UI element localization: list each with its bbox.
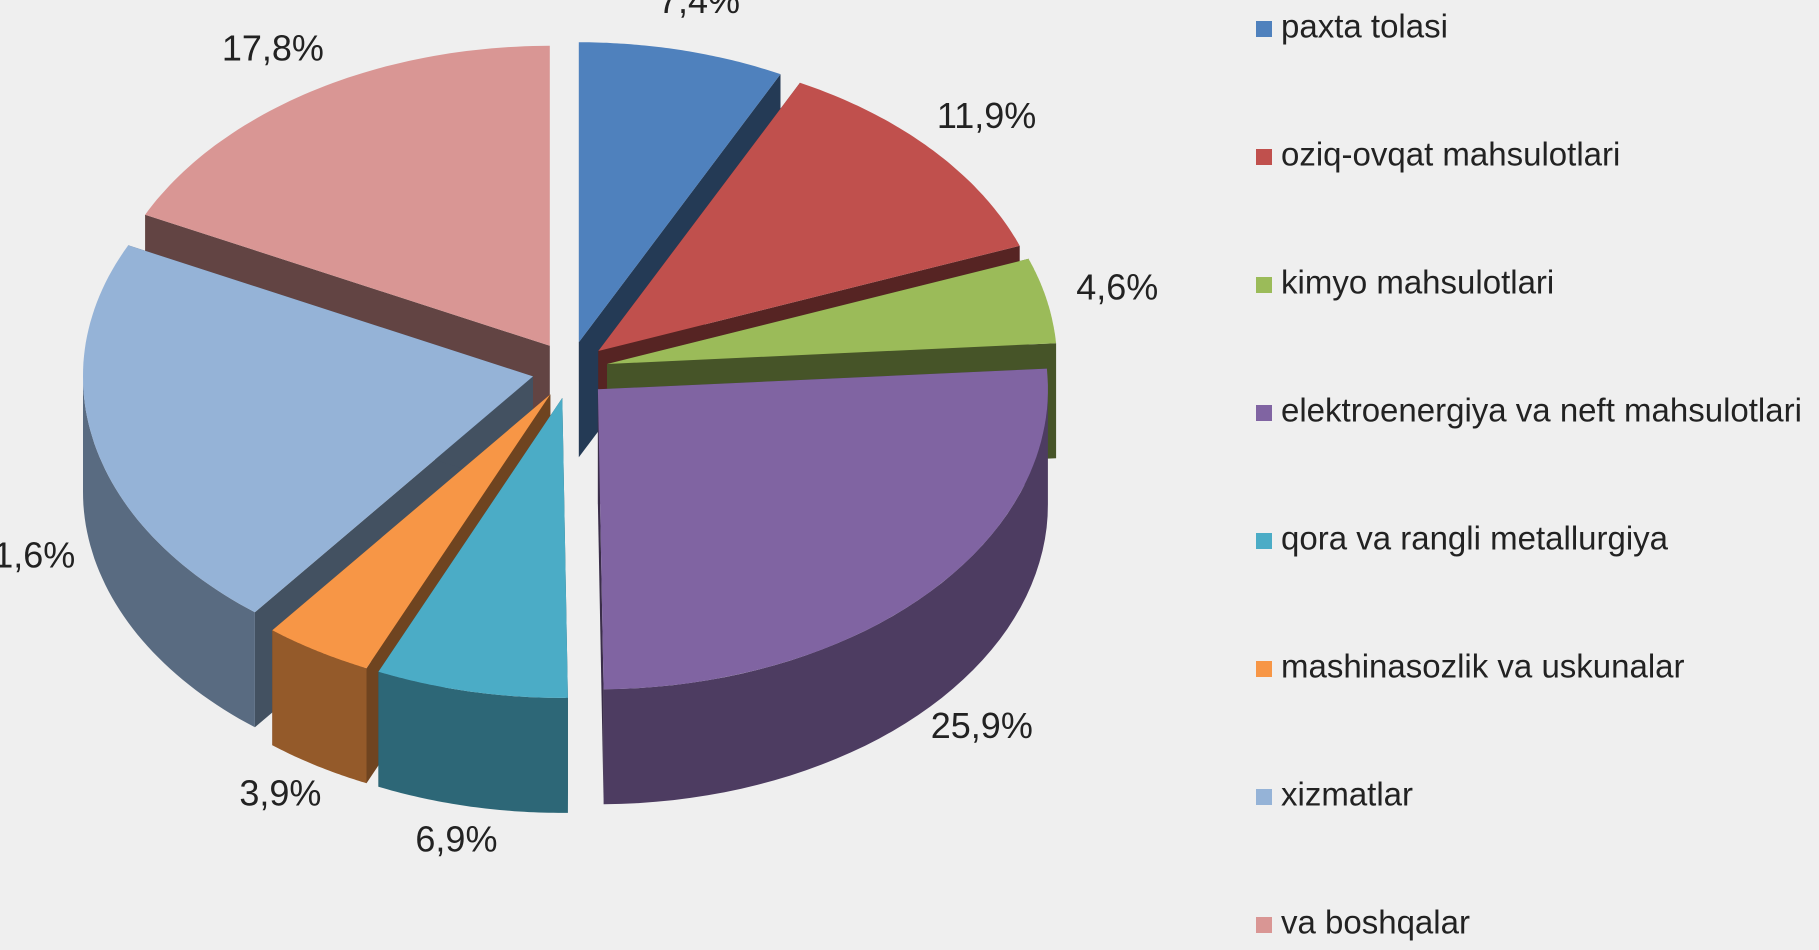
legend-label: xizmatlar <box>1281 776 1413 813</box>
data-label: 21,6% <box>0 534 75 575</box>
slice-top <box>145 45 550 346</box>
slice-wall <box>597 389 604 805</box>
slice-top <box>597 368 1048 690</box>
legend-swatch <box>1256 917 1272 933</box>
slice-top <box>378 397 568 698</box>
legend-label: va boshqalar <box>1281 904 1470 941</box>
legend-swatch <box>1256 661 1272 677</box>
slice-top <box>607 258 1057 364</box>
slice-top <box>272 394 551 669</box>
legend-label: kimyo mahsulotlari <box>1281 264 1554 301</box>
slice-side <box>378 671 568 813</box>
slice-top <box>83 245 533 613</box>
data-label: 17,8% <box>222 27 324 68</box>
pie <box>83 42 1057 813</box>
legend-swatch <box>1256 149 1272 165</box>
legend-swatch <box>1256 533 1272 549</box>
slice-top <box>598 82 1020 352</box>
legend-label: qora va rangli metallurgiya <box>1281 520 1669 557</box>
slice-side <box>272 630 367 784</box>
legend-swatch <box>1256 405 1272 421</box>
legend-swatch <box>1256 277 1272 293</box>
legend-label: oziq-ovqat mahsulotlari <box>1281 136 1620 173</box>
slice-top <box>578 42 781 343</box>
data-label: 25,9% <box>931 705 1033 746</box>
legend-label: mashinasozlik va uskunalar <box>1281 648 1685 685</box>
data-label: 4,6% <box>1076 267 1158 308</box>
legend-label: elektroenergiya va neft mahsulotlari <box>1281 392 1802 429</box>
data-label: 3,9% <box>239 772 321 813</box>
slice-side <box>83 376 255 728</box>
legend-swatch <box>1256 789 1272 805</box>
data-label: 6,9% <box>415 819 497 860</box>
data-label: 11,9% <box>937 95 1036 136</box>
data-label: 7,4% <box>658 0 740 21</box>
slice-side <box>603 389 1048 805</box>
legend-label: paxta tolasi <box>1281 8 1448 45</box>
legend-swatch <box>1256 21 1272 37</box>
